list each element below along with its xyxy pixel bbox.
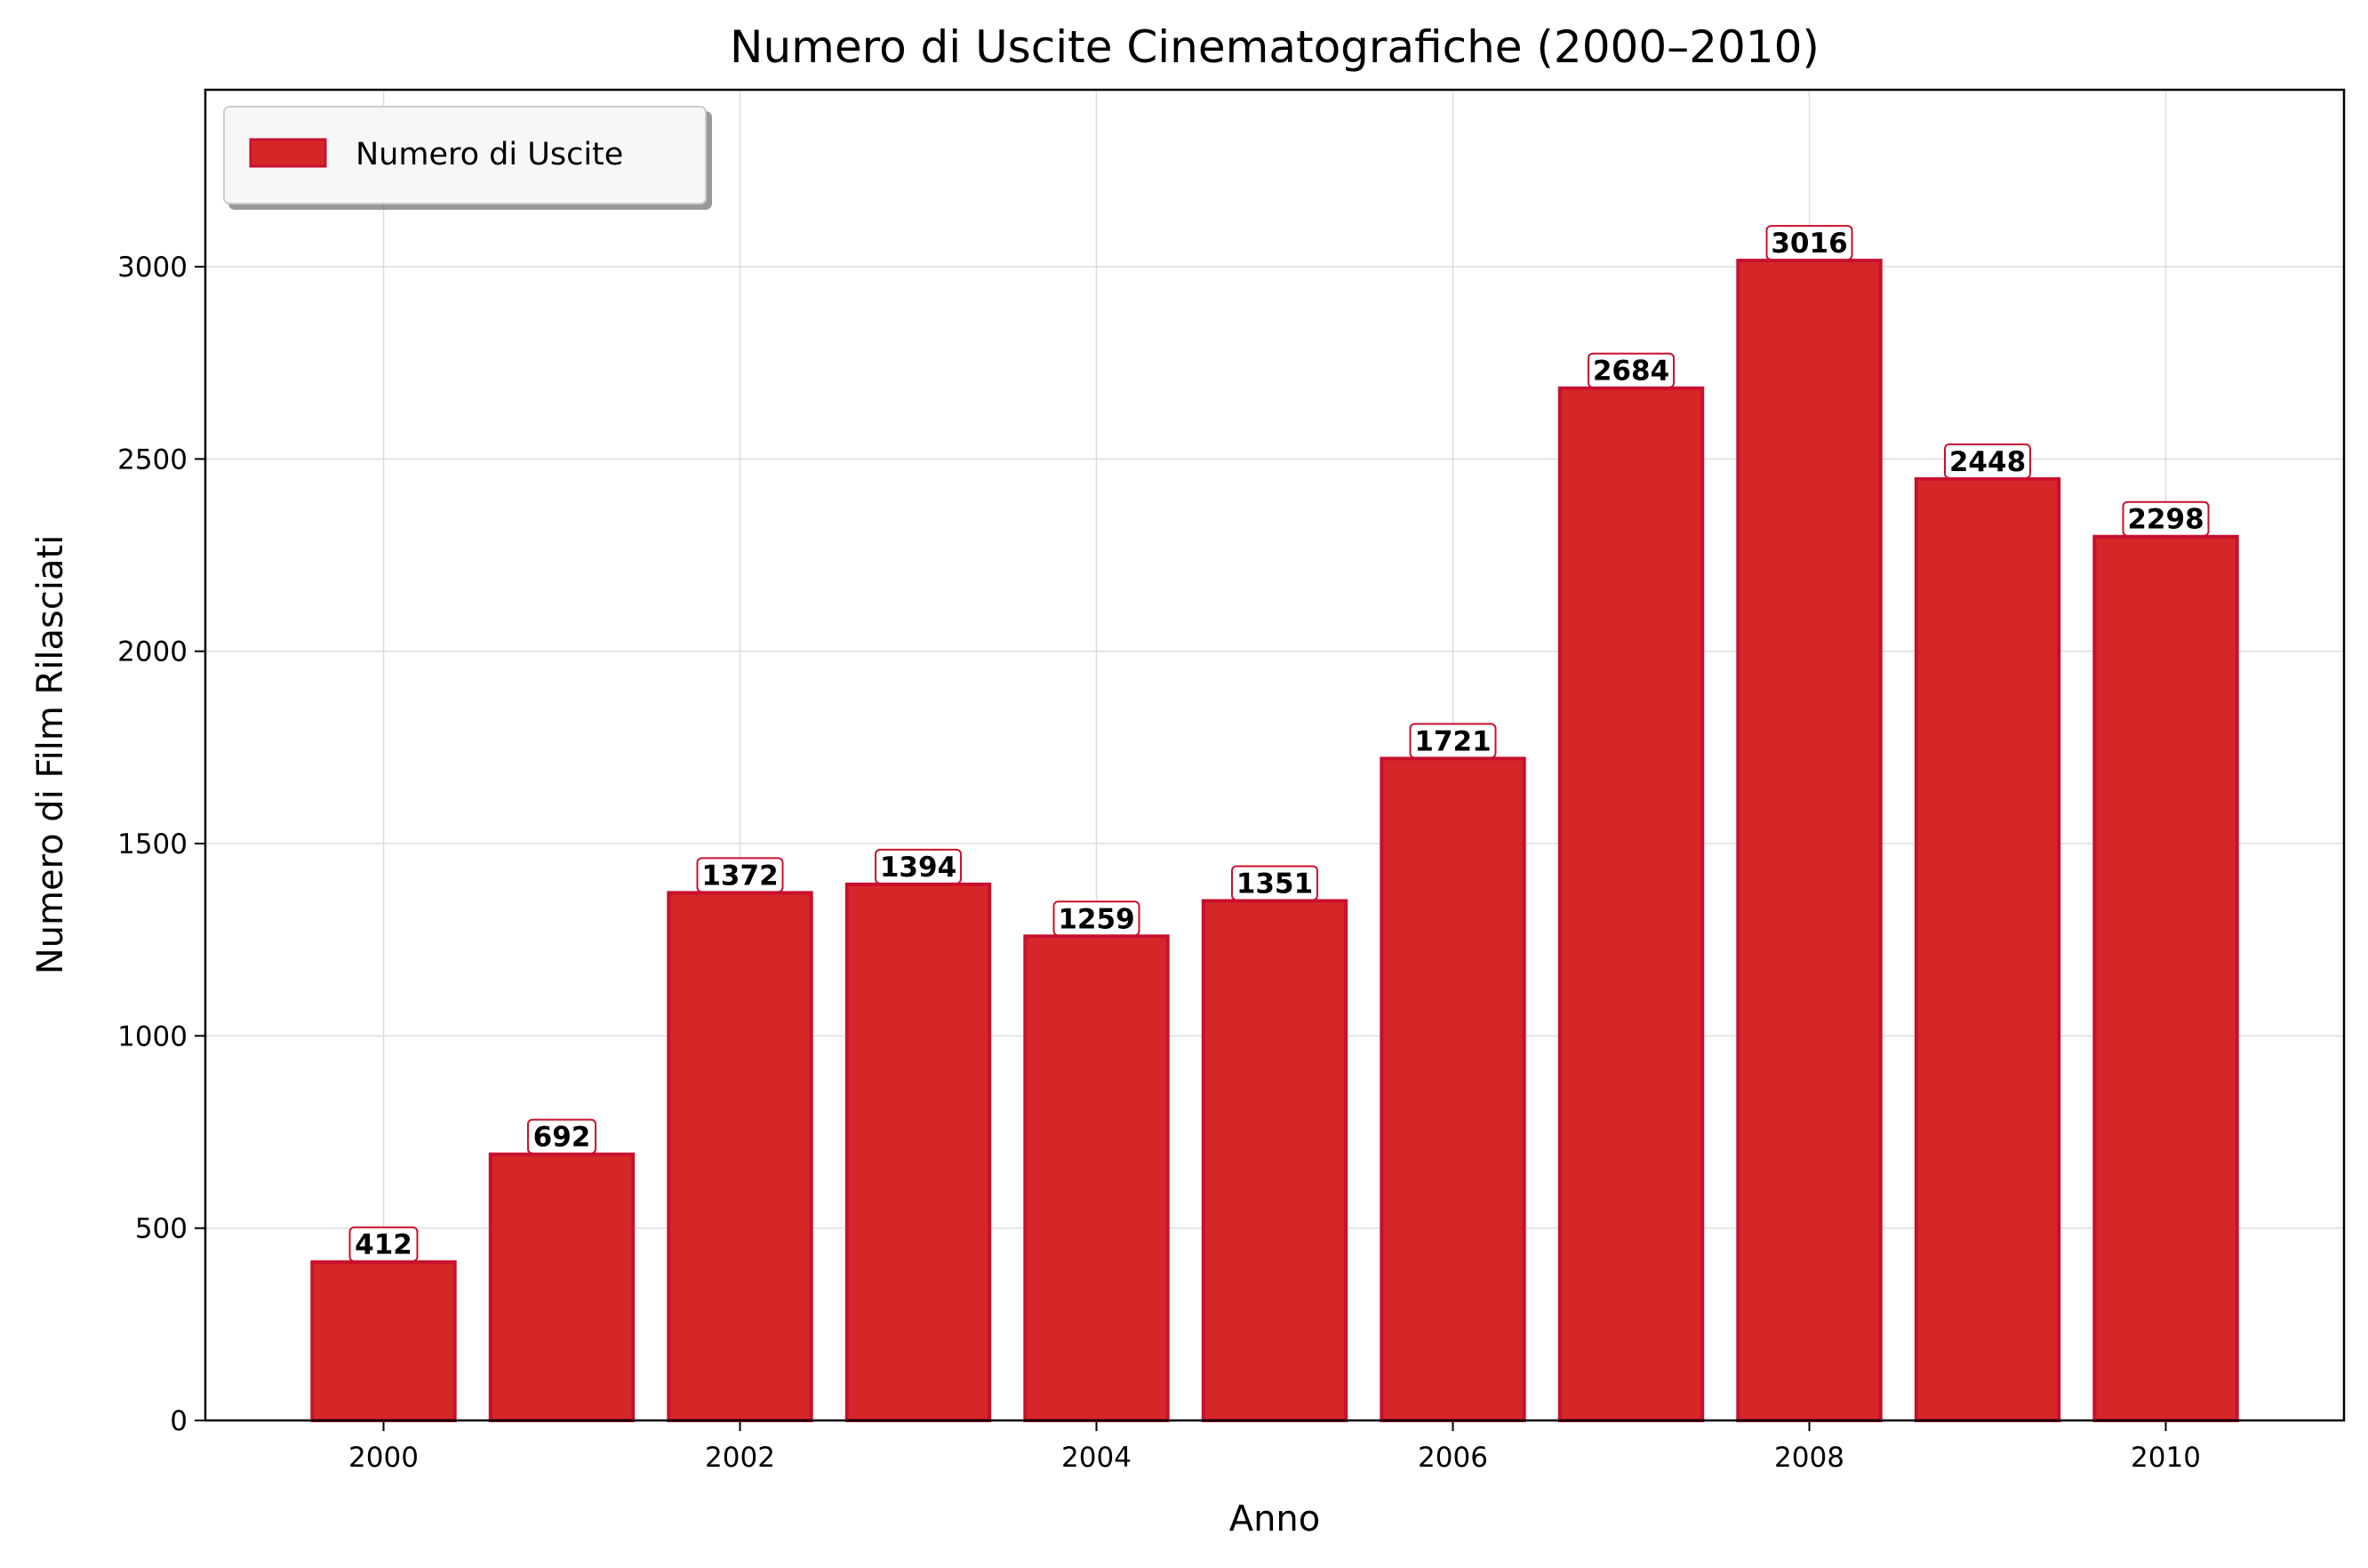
x-tick-label: 2008 bbox=[1774, 1442, 1844, 1474]
x-tick-label: 2006 bbox=[1418, 1442, 1488, 1474]
y-axis-ticks: 0 500 1000 1500 2000 2500 3000 bbox=[117, 252, 205, 1437]
chart-title: Numero di Uscite Cinematografiche (2000–… bbox=[730, 21, 1820, 73]
legend-box bbox=[223, 106, 707, 204]
plot-frame bbox=[204, 88, 2346, 1422]
bar bbox=[310, 1260, 457, 1422]
bar bbox=[667, 891, 813, 1422]
value-label-box bbox=[696, 857, 784, 893]
y-tick-label: 2000 bbox=[117, 636, 188, 668]
bar bbox=[1557, 386, 1705, 1422]
value-label-box bbox=[1588, 352, 1675, 388]
bar bbox=[488, 1152, 636, 1422]
legend-label: Numero di Uscite bbox=[356, 137, 623, 172]
x-axis-ticks: 2000 2002 2004 2006 2008 2010 bbox=[348, 1420, 2201, 1474]
y-axis-label: Numero di Film Rilasciati bbox=[30, 535, 71, 975]
y-tick-label: 1500 bbox=[117, 828, 188, 860]
legend-swatch bbox=[249, 138, 327, 168]
x-axis-label: Anno bbox=[1229, 1499, 1321, 1540]
value-label-box bbox=[1231, 865, 1318, 901]
y-tick-label: 1000 bbox=[117, 1020, 188, 1052]
bar bbox=[2092, 534, 2239, 1422]
value-label: 2298 bbox=[2127, 504, 2204, 536]
value-label: 1372 bbox=[701, 860, 778, 892]
x-tick-label: 2010 bbox=[2131, 1442, 2201, 1474]
bar bbox=[844, 882, 992, 1422]
bar bbox=[1023, 934, 1170, 1422]
value-labels: 412 692 1372 1394 1259 1351 1721 2684 3016 2448 22… bbox=[348, 225, 2210, 1262]
bar bbox=[1380, 756, 1526, 1422]
value-label: 1351 bbox=[1236, 868, 1313, 900]
value-label: 692 bbox=[533, 1122, 591, 1154]
value-label: 1721 bbox=[1414, 725, 1491, 757]
value-label-box bbox=[1944, 443, 2031, 479]
value-label: 1394 bbox=[880, 852, 956, 884]
value-label-box bbox=[527, 1118, 596, 1155]
x-tick-label: 2000 bbox=[348, 1442, 419, 1474]
value-label-box bbox=[1409, 723, 1497, 759]
value-label: 2684 bbox=[1593, 356, 1669, 388]
value-label: 3016 bbox=[1771, 228, 1847, 260]
value-label: 2448 bbox=[1949, 446, 2026, 478]
y-tick-label: 2500 bbox=[117, 444, 188, 476]
bar bbox=[1914, 476, 2061, 1423]
bar bbox=[1201, 899, 1348, 1422]
value-label-box bbox=[348, 1226, 419, 1262]
value-label: 412 bbox=[355, 1229, 412, 1261]
value-label-box bbox=[2122, 500, 2210, 537]
y-tick-label: 3000 bbox=[117, 252, 188, 284]
x-tick-label: 2004 bbox=[1061, 1442, 1132, 1474]
value-label: 1259 bbox=[1058, 903, 1134, 935]
y-tick-label: 0 bbox=[170, 1405, 188, 1437]
legend: Numero di Uscite bbox=[223, 106, 707, 204]
x-tick-label: 2002 bbox=[705, 1442, 775, 1474]
y-tick-label: 500 bbox=[135, 1213, 188, 1245]
value-label-box bbox=[1765, 225, 1853, 261]
bars bbox=[310, 259, 2239, 1423]
value-label-box bbox=[875, 848, 962, 884]
bar bbox=[1736, 259, 1883, 1422]
value-label-box bbox=[1052, 900, 1140, 937]
